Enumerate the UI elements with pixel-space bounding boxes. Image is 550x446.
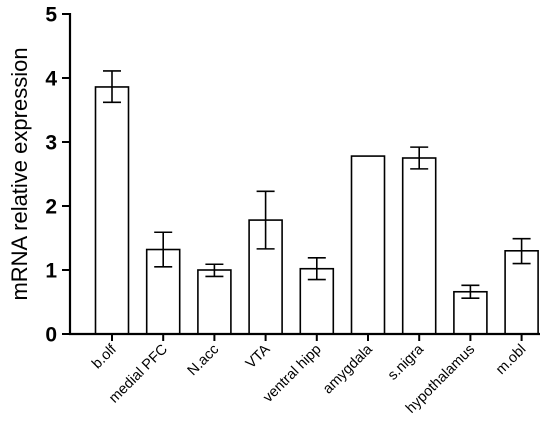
x-tick-label-8: m.obl (493, 342, 529, 378)
bars-layer (94, 86, 539, 335)
bar-7 (453, 290, 488, 335)
x-tick-label-0: b.olf (89, 341, 120, 372)
bar-2 (197, 269, 232, 335)
x-tick-label-5: amygdala (320, 341, 376, 397)
y-tick-label-0: 0 (45, 324, 57, 347)
error-bar-3 (256, 190, 275, 250)
x-tick-label-6: s.nigra (385, 341, 428, 384)
y-tick-label-1: 1 (45, 260, 57, 283)
error-bar-4 (307, 257, 326, 281)
x-tick-label-2: N.acc (185, 342, 223, 380)
axes-layer (68, 13, 540, 336)
error-bar-0 (103, 70, 121, 104)
bar-0 (94, 86, 130, 335)
y-tick-label-2: 2 (45, 196, 57, 219)
error-bar-6 (410, 146, 429, 170)
error-bar-2 (205, 263, 224, 278)
y-tick-label-3: 3 (45, 132, 57, 155)
y-axis-label: mRNA relative expression (7, 47, 32, 300)
bar-6 (401, 157, 437, 335)
bar-5 (350, 155, 386, 335)
y-tick-label-5: 5 (45, 4, 57, 27)
y-ticks: 0 1 2 3 4 5 (45, 4, 70, 347)
error-bar-7 (461, 284, 480, 299)
error-bar-1 (154, 231, 173, 268)
error-bar-8 (512, 237, 531, 265)
x-tick-label-3: VTA (243, 341, 274, 372)
error-bars-layer (103, 70, 531, 299)
y-tick-label-4: 4 (45, 68, 57, 91)
